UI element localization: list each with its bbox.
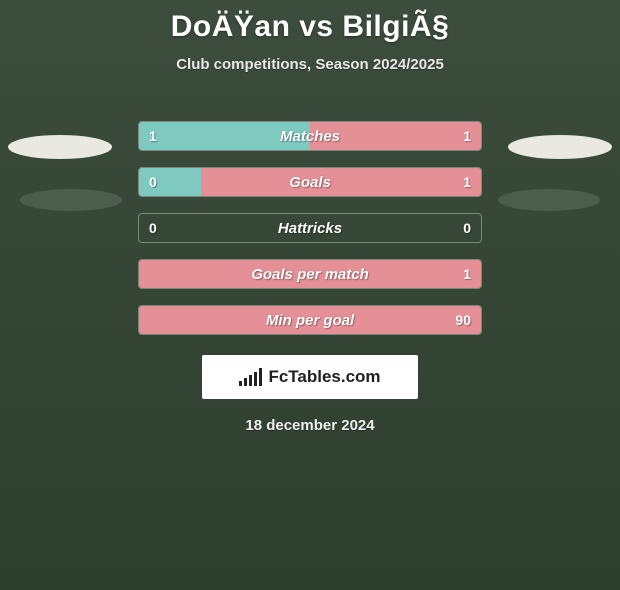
brand-bar [254, 372, 257, 386]
stat-row: Goals per match1 [138, 259, 482, 289]
page-subtitle: Club competitions, Season 2024/2025 [0, 56, 620, 73]
brand-bar [249, 375, 252, 386]
brand-bar [259, 368, 262, 386]
brand-bar [244, 378, 247, 386]
comparison-chart: Matches11 Goals01 Hattricks0 0 Goals per mat… [138, 121, 482, 335]
decoration-ellipse [8, 135, 112, 159]
decoration-ellipse [20, 189, 122, 211]
brand-bar [239, 381, 242, 386]
footer-date: 18 december 2024 [0, 417, 620, 434]
decoration-ellipse [498, 189, 600, 211]
stat-label: Hattricks [139, 214, 481, 242]
stat-bar-left [139, 168, 201, 196]
page-title: DoÄŸan vs BilgiÃ§ [0, 10, 620, 44]
stat-bar-right [139, 260, 481, 288]
stat-bar-right [139, 306, 481, 334]
brand-text: FcTables.com [268, 367, 380, 387]
stat-row: Hattricks0 0 [138, 213, 482, 243]
stat-row: Goals01 [138, 167, 482, 197]
stat-row: Min per goal90 [138, 305, 482, 335]
stat-bar-right [310, 122, 481, 150]
brand-badge: FcTables.com [202, 355, 418, 399]
stat-value-left: 0 [149, 214, 157, 242]
brand-bars-icon [239, 368, 262, 386]
stat-value-right: 0 [463, 214, 471, 242]
stat-bar-left [139, 122, 310, 150]
stat-bar-right [201, 168, 481, 196]
decoration-ellipse [508, 135, 612, 159]
stat-row: Matches11 [138, 121, 482, 151]
